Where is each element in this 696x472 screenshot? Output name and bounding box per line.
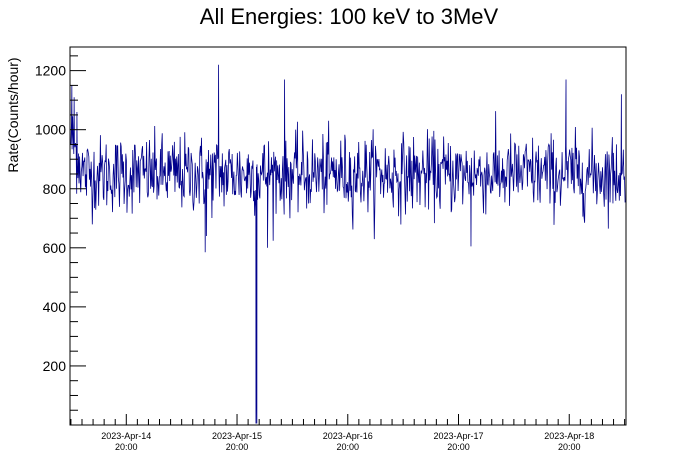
x-tick-label-time: 20:00 [337, 442, 360, 452]
y-tick-label: 1000 [35, 122, 66, 138]
y-tick-label: 800 [43, 181, 67, 197]
x-tick-label-date: 2023-Apr-14 [101, 431, 151, 441]
x-tick-label-date: 2023-Apr-15 [212, 431, 262, 441]
x-tick-label-date: 2023-Apr-17 [433, 431, 483, 441]
x-tick-label-time: 20:00 [558, 442, 581, 452]
y-tick-label: 400 [43, 299, 67, 315]
x-tick-label-time: 20:00 [447, 442, 470, 452]
plot-frame [69, 46, 627, 426]
y-tick-label: 1200 [35, 63, 66, 79]
chart-title: All Energies: 100 keV to 3MeV [200, 4, 499, 29]
y-tick-label: 600 [43, 240, 67, 256]
series-line [70, 64, 626, 424]
y-tick-label: 200 [43, 358, 67, 374]
x-tick-label-time: 20:00 [226, 442, 249, 452]
axes: 200400600800100012002023-Apr-1420:002023… [35, 55, 626, 452]
y-axis-label: Rate(Counts/hour) [5, 57, 21, 172]
x-tick-label-date: 2023-Apr-18 [544, 431, 594, 441]
data-series [70, 64, 626, 424]
x-tick-label-time: 20:00 [115, 442, 138, 452]
x-tick-label-date: 2023-Apr-16 [323, 431, 373, 441]
